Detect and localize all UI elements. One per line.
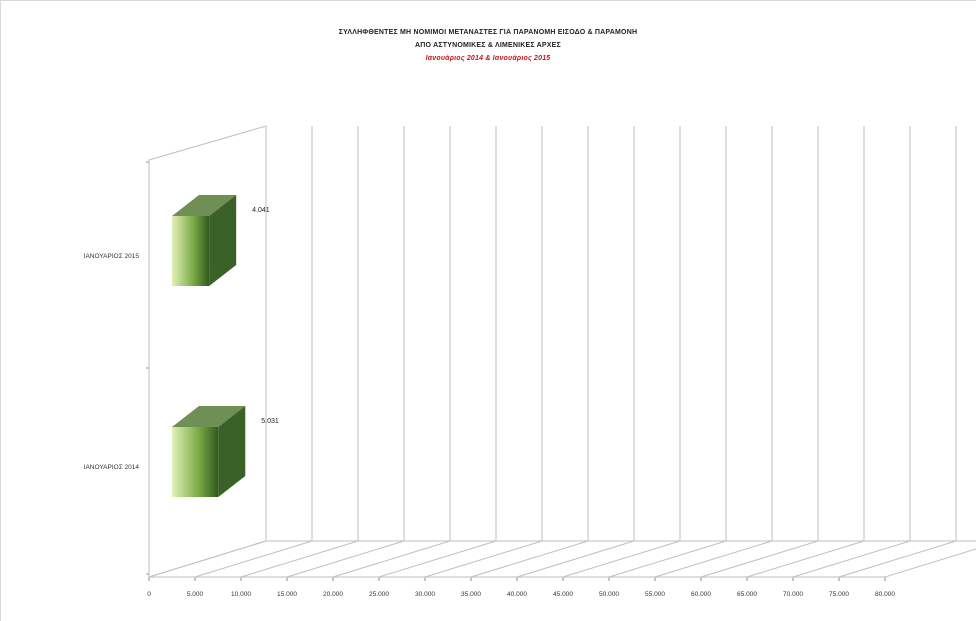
- chart-title: ΣΥΛΛΗΦΘΕΝΤΕΣ ΜΗ ΝΟΜΙΜΟΙ ΜΕΤΑΝΑΣΤΕΣ ΓΙΑ Π…: [338, 29, 638, 36]
- x-tick-label: 25.000: [369, 591, 389, 598]
- chart-titles: ΣΥΛΛΗΦΘΕΝΤΕΣ ΜΗ ΝΟΜΙΜΟΙ ΜΕΤΑΝΑΣΤΕΣ ΓΙΑ Π…: [0, 26, 976, 65]
- floor-gridline: [792, 540, 911, 578]
- x-tick-label: 0: [147, 591, 151, 598]
- floor-gridline: [746, 540, 865, 578]
- data-label: 5.031: [261, 418, 279, 425]
- x-tick-label: 45.000: [553, 591, 573, 598]
- data-label: 4.041: [252, 207, 270, 214]
- floor-gridline: [562, 540, 681, 578]
- floor-gridline: [838, 540, 957, 578]
- bar-side-face: [218, 406, 246, 497]
- x-tick-label: 15.000: [277, 591, 297, 598]
- x-tick-label: 80.000: [875, 591, 895, 598]
- chart-subtitle-period: Ιανουάριος 2014 & Ιανουάριος 2015: [425, 55, 551, 62]
- floor-gridline: [378, 540, 497, 578]
- floor-gridline: [654, 540, 773, 578]
- chart-subtitle: ΑΠΟ ΑΣΤΥΝΟΜΙΚΕΣ & ΛΙΜΕΝΙΚΕΣ ΑΡΧΕΣ: [415, 42, 561, 49]
- floor-gridline: [286, 540, 405, 578]
- x-tick-label: 35.000: [461, 591, 481, 598]
- x-tick-label: 20.000: [323, 591, 343, 598]
- x-tick-label: 70.000: [783, 591, 803, 598]
- x-tick-label: 40.000: [507, 591, 527, 598]
- y-tick-label: ΙΑΝΟΥΑΡΙΟΣ 2014: [84, 464, 140, 471]
- bar: [172, 216, 210, 286]
- bar: [172, 427, 219, 497]
- bar-top-face: [172, 195, 237, 216]
- floor-gridline: [148, 540, 267, 578]
- floor-gridline: [516, 540, 635, 578]
- x-tick-label: 30.000: [415, 591, 435, 598]
- floor-gridline: [700, 540, 819, 578]
- x-tick-label: 75.000: [829, 591, 849, 598]
- x-tick-label: 65.000: [737, 591, 757, 598]
- bars: [172, 195, 246, 497]
- x-tick-label: 55.000: [645, 591, 665, 598]
- floor-gridline: [332, 540, 451, 578]
- y-tick-label: ΙΑΝΟΥΑΡΙΟΣ 2015: [84, 253, 140, 260]
- floor-gridline: [240, 540, 359, 578]
- grid-lines: [146, 125, 976, 581]
- floor-gridline: [608, 540, 727, 578]
- left-wall: [148, 125, 267, 578]
- bar-side-face: [209, 195, 237, 286]
- labels: 0 5.000 10.000 15.000 20.000 25.000 30.000 35.0…: [84, 207, 896, 598]
- floor-gridline: [194, 540, 313, 578]
- floor-gridline: [470, 540, 589, 578]
- x-tick-label: 50.000: [599, 591, 619, 598]
- floor-gridline: [884, 548, 976, 578]
- x-tick-label: 60.000: [691, 591, 711, 598]
- x-tick-label: 10.000: [231, 591, 251, 598]
- bar-top-face: [172, 406, 246, 427]
- floor-gridline: [424, 540, 543, 578]
- x-tick-label: 5.000: [187, 591, 204, 598]
